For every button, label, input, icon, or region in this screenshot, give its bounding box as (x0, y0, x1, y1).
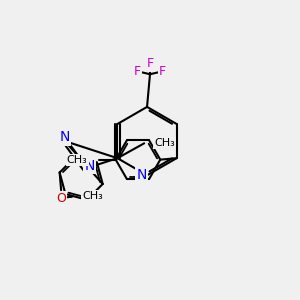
Text: CH₃: CH₃ (82, 191, 103, 201)
Text: N: N (84, 159, 94, 173)
Text: CH₃: CH₃ (154, 138, 175, 148)
Text: O: O (56, 192, 66, 205)
Text: F: F (146, 57, 154, 70)
Text: N: N (60, 130, 70, 144)
Text: CH₃: CH₃ (67, 155, 88, 165)
Text: F: F (134, 65, 141, 78)
Text: N: N (136, 168, 147, 182)
Text: F: F (159, 65, 166, 78)
